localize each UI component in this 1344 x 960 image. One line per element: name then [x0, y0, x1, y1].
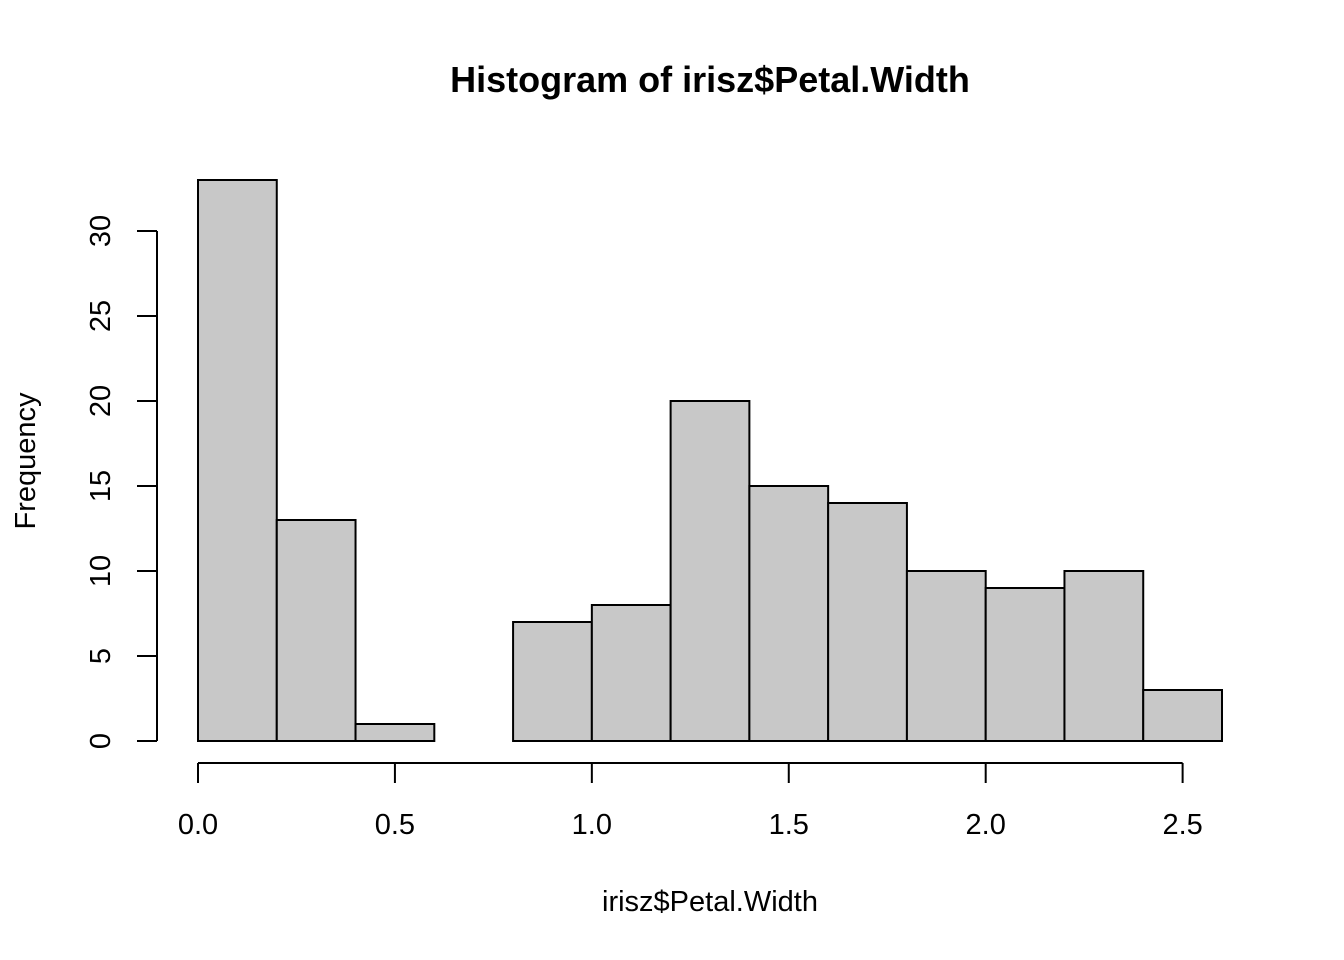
y-axis: 0 5 10 15 20 25 30	[85, 215, 158, 749]
x-tick-label: 0.5	[375, 809, 415, 841]
chart-title: Histogram of irisz$Petal.Width	[450, 59, 970, 100]
x-tick-label: 2.5	[1162, 809, 1202, 841]
y-tick-label: 15	[85, 470, 117, 502]
histogram-bar	[1063, 570, 1145, 742]
histogram-bar	[275, 519, 357, 742]
histogram-bar	[669, 400, 751, 742]
y-tick-label: 5	[85, 648, 117, 664]
y-axis-label: Frequency	[10, 392, 42, 530]
histogram-bar	[354, 723, 436, 742]
histogram-bar	[590, 604, 672, 742]
y-tick-label: 0	[85, 733, 117, 749]
bars-group	[197, 179, 1223, 742]
histogram-bar	[905, 570, 987, 742]
y-tick-label: 25	[85, 300, 117, 332]
histogram-bar	[748, 485, 830, 742]
histogram-bar	[197, 179, 278, 742]
x-axis: 0.0 0.5 1.0 1.5 2.0 2.5	[178, 762, 1203, 841]
x-axis-label: irisz$Petal.Width	[602, 886, 818, 918]
x-tick-label: 0.0	[178, 809, 218, 841]
y-tick-label: 10	[85, 555, 117, 587]
histogram-bar	[512, 621, 593, 742]
histogram-bar	[1142, 689, 1223, 742]
histogram-bar	[827, 502, 908, 742]
y-tick-label: 20	[85, 385, 117, 417]
x-tick-label: 1.5	[769, 809, 809, 841]
y-tick-label: 30	[85, 215, 117, 247]
histogram-bar	[984, 587, 1066, 742]
x-tick-label: 2.0	[966, 809, 1006, 841]
x-tick-label: 1.0	[572, 809, 612, 841]
